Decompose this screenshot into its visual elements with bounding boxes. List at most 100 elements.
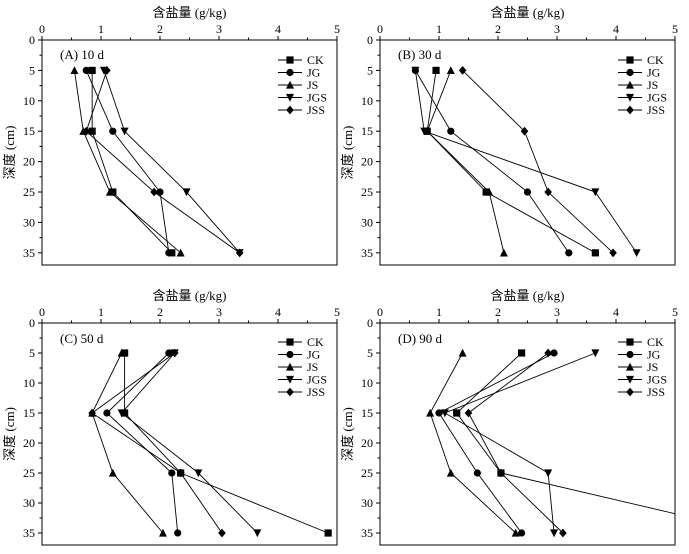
- legend-label-js: JS: [307, 360, 318, 374]
- y-tick-label: 10: [361, 94, 373, 108]
- series-line-js: [429, 352, 517, 534]
- legend-marker-ck: [286, 338, 294, 346]
- y-axis-title: 深度 (cm): [340, 126, 355, 180]
- series-line-js: [74, 70, 181, 254]
- legend-marker-jgs: [626, 375, 634, 384]
- y-tick-label: 15: [361, 406, 373, 420]
- legend-label-jg: JG: [647, 66, 661, 80]
- y-tick-label: 30: [361, 215, 373, 229]
- data-point-js: [446, 468, 455, 477]
- data-point-jgs: [544, 469, 553, 478]
- series-line-jss: [85, 70, 240, 254]
- x-tick-label: 0: [377, 305, 383, 319]
- y-tick-label: 20: [23, 155, 35, 169]
- data-point-jgs: [420, 127, 429, 136]
- data-area: [426, 348, 675, 538]
- legend-label-jg: JG: [307, 66, 321, 80]
- x-tick-label: 4: [275, 22, 281, 36]
- data-point-ck: [121, 349, 129, 357]
- y-tick-label: 0: [367, 33, 373, 47]
- legend-label-jgs: JGS: [647, 373, 667, 387]
- series-line-ck: [91, 70, 173, 254]
- series-line-jss: [462, 70, 614, 254]
- data-point-jgs: [550, 529, 559, 538]
- legend-marker-jss: [286, 105, 294, 115]
- legend-label-ck: CK: [307, 53, 324, 67]
- series-line-jgs: [103, 70, 240, 254]
- data-point-jgs: [591, 349, 600, 358]
- data-area: [411, 66, 641, 258]
- data-point-jss: [82, 126, 91, 136]
- data-point-js: [176, 248, 185, 257]
- y-tick-label: 30: [361, 496, 373, 510]
- legend-marker-jg: [286, 68, 294, 77]
- y-tick-label: 35: [361, 526, 373, 540]
- data-point-jss: [464, 408, 473, 418]
- data-point-jg: [165, 349, 173, 357]
- x-tick-label: 4: [613, 22, 619, 36]
- legend-marker-jgs: [626, 93, 634, 102]
- data-point-jg: [523, 188, 532, 196]
- panel-label: (B) 30 d: [398, 47, 442, 62]
- chart-panel-1: 0 1 2 3 4 5 0 5 10 15 20 25 30 35 含盐量 (g/kg) 深度 (cm) (A)…: [2, 5, 340, 266]
- y-tick-label: 0: [367, 316, 373, 330]
- data-point-jss: [176, 468, 185, 478]
- series-line-jg: [85, 70, 170, 253]
- legend-label-ck: CK: [647, 335, 664, 349]
- series-line-jss: [467, 352, 564, 534]
- data-point-jgs: [411, 66, 420, 75]
- x-axis-title: 含盐量 (g/kg): [152, 5, 226, 20]
- data-point-jgs: [253, 529, 262, 538]
- data-point-js: [485, 187, 494, 196]
- x-tick-label: 0: [39, 305, 45, 319]
- data-point-js: [511, 528, 520, 537]
- data-point-js: [108, 468, 117, 477]
- data-point-ck: [88, 127, 96, 135]
- legend-marker-js: [626, 362, 634, 371]
- x-tick-label: 5: [334, 305, 340, 319]
- chart-panel-4: 0 1 2 3 4 5 0 5 10 15 20 25 30 35 含盐量 (g/kg) 深度 (cm) (D)…: [340, 288, 678, 546]
- y-tick-label: 30: [23, 215, 35, 229]
- x-tick-label: 0: [377, 22, 383, 36]
- y-tick-label: 35: [23, 526, 35, 540]
- data-point-jss: [609, 248, 617, 258]
- x-tick-label: 4: [275, 305, 281, 319]
- data-point-js: [426, 408, 435, 417]
- y-tick-label: 5: [367, 63, 373, 77]
- legend-label-jgs: JGS: [647, 91, 667, 105]
- series-line-jgs: [414, 70, 638, 254]
- x-tick-label: 2: [157, 305, 163, 319]
- x-tick-label: 3: [216, 305, 222, 319]
- y-tick-label: 25: [23, 185, 35, 199]
- data-point-jss: [218, 528, 226, 538]
- y-axis-title: 深度 (cm): [2, 126, 17, 180]
- legend-label-js: JS: [647, 360, 658, 374]
- data-point-jgs: [591, 188, 600, 197]
- data-point-jss: [150, 187, 158, 197]
- series-line-jgs: [120, 352, 258, 534]
- panel-label: (C) 50 d: [60, 331, 104, 346]
- y-tick-label: 5: [367, 346, 373, 360]
- y-tick-label: 25: [361, 185, 373, 199]
- data-point-ck: [591, 249, 599, 257]
- legend-label-js: JS: [307, 78, 318, 92]
- data-point-jg: [447, 127, 455, 135]
- x-tick-label: 2: [495, 305, 501, 319]
- x-tick-label: 5: [672, 22, 678, 36]
- y-tick-label: 0: [29, 316, 35, 330]
- y-tick-label: 20: [361, 155, 373, 169]
- legend-marker-jgs: [286, 375, 294, 384]
- x-tick-label: 1: [436, 305, 442, 319]
- data-point-js: [105, 187, 114, 196]
- data-point-jg: [168, 469, 176, 477]
- y-tick-label: 25: [361, 466, 373, 480]
- data-point-ck: [109, 188, 117, 196]
- legend-marker-jgs: [286, 93, 294, 102]
- legend-marker-jss: [286, 387, 294, 397]
- y-tick-label: 15: [23, 406, 35, 420]
- data-point-jg: [103, 409, 111, 417]
- legend-label-jss: JSS: [307, 103, 325, 117]
- chart-panel-2: 0 1 2 3 4 5 0 5 10 15 20 25 30 35 含盐量 (g/kg) 深度 (cm) (B)…: [340, 5, 678, 266]
